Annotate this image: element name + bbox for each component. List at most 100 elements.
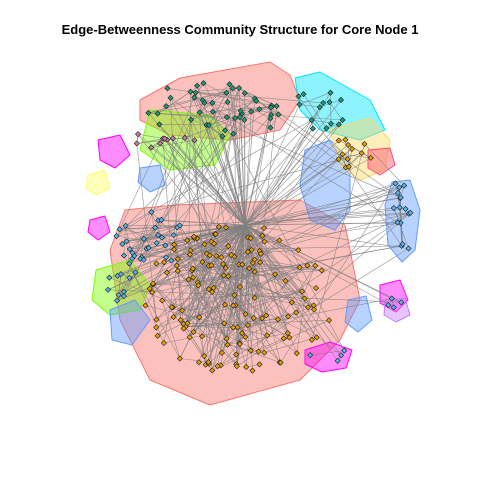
graph-node: [191, 94, 198, 101]
graph-node: [215, 223, 222, 230]
hull-blue-right: [384, 179, 421, 263]
edge: [118, 224, 246, 296]
edge: [244, 99, 342, 226]
edge: [222, 136, 267, 316]
graph-node: [241, 90, 248, 97]
edge: [151, 136, 223, 293]
edge: [400, 222, 402, 246]
graph-node: [188, 116, 195, 123]
graph-node: [261, 224, 268, 232]
edge: [118, 119, 192, 296]
edge: [129, 219, 162, 250]
edge: [280, 183, 396, 363]
edge: [171, 306, 259, 352]
graph-node: [236, 340, 243, 348]
edge: [236, 351, 259, 367]
graph-node: [222, 264, 229, 272]
edge: [215, 128, 314, 235]
graph-node: [129, 249, 136, 256]
edge: [194, 237, 209, 266]
graph-node: [154, 332, 161, 339]
edge: [148, 102, 213, 114]
graph-node: [119, 240, 126, 248]
graph-node: [257, 259, 264, 266]
graph-node: [115, 292, 122, 299]
graph-node: [401, 182, 408, 189]
edge: [250, 212, 411, 351]
edge: [198, 265, 316, 286]
edge: [234, 295, 249, 326]
graph-node: [275, 111, 282, 118]
edge: [217, 224, 246, 367]
graph-node: [209, 288, 216, 295]
graph-node: [230, 324, 237, 331]
graph-node: [145, 244, 152, 251]
graph-node: [163, 103, 170, 110]
graph-node: [244, 248, 251, 255]
edge: [189, 261, 261, 338]
graph-node: [134, 131, 142, 138]
edge: [203, 82, 345, 351]
edge: [311, 143, 365, 340]
graph-node: [205, 122, 212, 129]
edge: [242, 183, 396, 265]
graph-node: [230, 130, 237, 137]
graph-node: [239, 261, 246, 268]
edge: [192, 268, 225, 324]
graph-node: [177, 316, 184, 323]
graph-node: [273, 103, 280, 110]
graph-node: [335, 137, 342, 144]
graph-node: [342, 136, 349, 143]
graph-node: [399, 241, 406, 248]
graph-node: [390, 304, 397, 311]
graph-node: [345, 141, 352, 148]
graph-node: [187, 88, 194, 95]
graph-node: [162, 242, 169, 249]
edge: [156, 224, 246, 320]
edge: [151, 152, 362, 213]
edge: [136, 143, 157, 320]
graph-node: [308, 117, 315, 124]
edge: [218, 226, 299, 251]
edge: [159, 124, 207, 126]
graph-node: [316, 104, 323, 111]
graph-node: [153, 324, 160, 331]
edge: [194, 237, 200, 318]
graph-node: [158, 216, 165, 223]
graph-node: [249, 367, 256, 374]
edge: [235, 305, 238, 328]
hull-purple-right: [383, 297, 411, 323]
edge: [199, 112, 208, 254]
graph-node: [272, 271, 279, 278]
graph-node: [179, 307, 186, 314]
graph-node: [163, 254, 170, 261]
edge: [185, 326, 234, 328]
graph-node: [157, 140, 164, 147]
edge: [329, 102, 343, 121]
graph-node: [300, 91, 307, 98]
graph-node: [145, 109, 152, 116]
edge: [188, 279, 309, 308]
edge: [166, 222, 401, 258]
graph-node: [394, 189, 401, 196]
edge: [173, 249, 194, 278]
graph-node: [230, 302, 237, 309]
graph-node: [120, 293, 127, 300]
graph-node: [169, 135, 176, 142]
graph-node: [205, 286, 212, 293]
graph-node: [247, 235, 254, 242]
edge: [244, 207, 400, 226]
edge: [193, 265, 212, 333]
edge: [145, 305, 268, 336]
graph-node: [137, 255, 144, 262]
edge: [193, 240, 280, 333]
edge: [393, 207, 401, 224]
graph-node: [201, 353, 208, 360]
edge: [179, 225, 246, 338]
graph-node: [214, 363, 221, 370]
edge: [116, 187, 400, 301]
graph-node: [209, 108, 216, 115]
hull-blue-bottom-left: [109, 299, 151, 346]
edge: [151, 211, 175, 236]
